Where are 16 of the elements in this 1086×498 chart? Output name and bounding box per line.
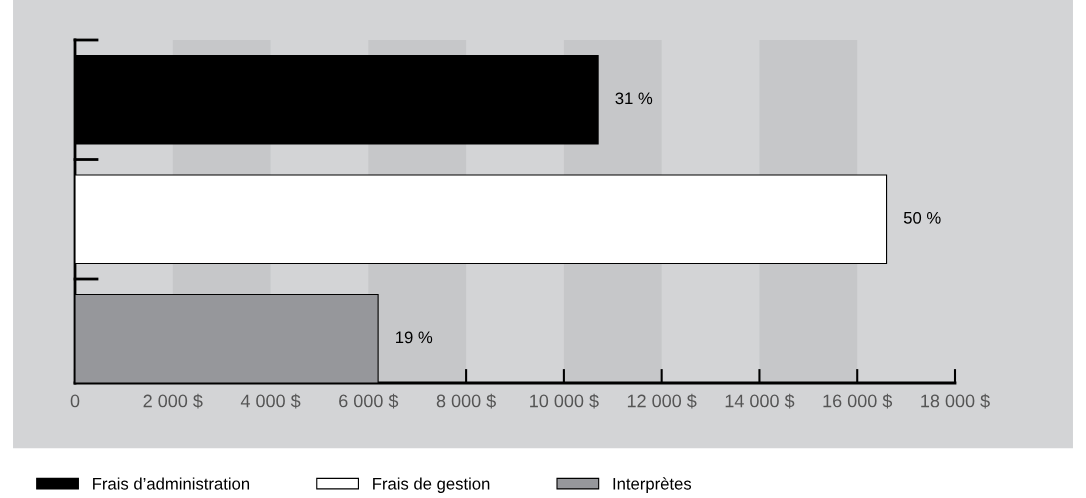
x-tick-label: 4 000 $ [240, 393, 301, 409]
annotation: 50 % [903, 211, 941, 224]
x-tick-label: 8 000 $ [436, 393, 496, 409]
x-tick-label: 2 000 $ [143, 393, 203, 409]
annotation: 31 % [615, 92, 653, 105]
x-tick-label: 0 [70, 394, 80, 408]
x-tick-label: 16 000 $ [823, 393, 893, 409]
x-tick-label: 18 000 $ [921, 393, 990, 409]
legend-label: Frais de gestion [373, 477, 490, 493]
x-tick-label: 14 000 $ [725, 393, 795, 409]
x-tick-label: 6 000 $ [339, 393, 399, 409]
legend-label: Interprètes [613, 477, 692, 493]
annotation: 19 % [396, 331, 433, 344]
legend-label: Frais d’administration [93, 477, 250, 490]
x-tick-label: 10 000 $ [530, 393, 599, 409]
x-tick-label: 12 000 $ [627, 393, 697, 409]
